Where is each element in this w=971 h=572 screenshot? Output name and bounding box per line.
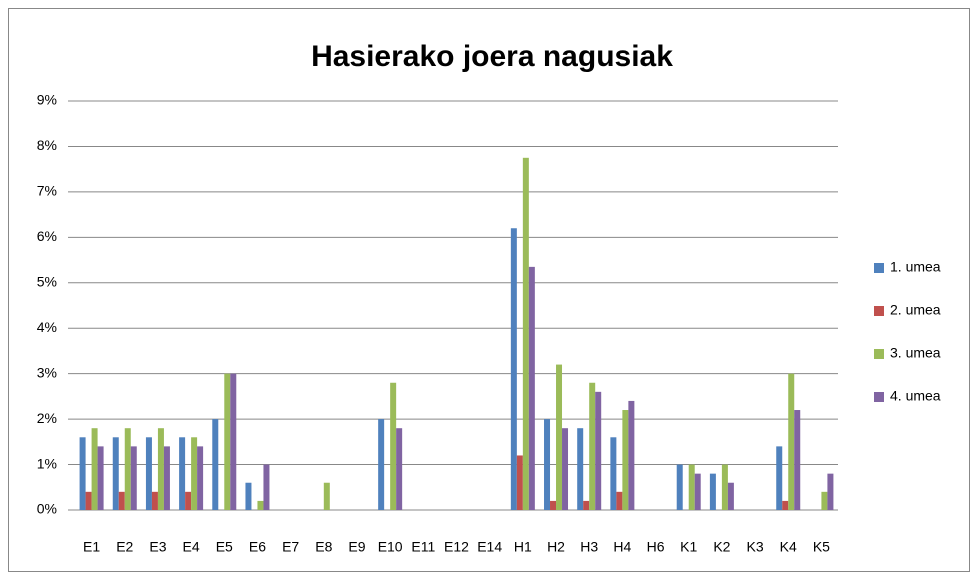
x-tick-label: E7 [282, 539, 299, 555]
bar [610, 437, 617, 510]
bar [528, 266, 535, 510]
bar [827, 473, 834, 510]
legend-swatch [874, 392, 884, 402]
y-tick-label: 2% [37, 410, 57, 426]
bar [390, 382, 397, 510]
bar [776, 446, 783, 510]
bar [230, 373, 237, 510]
legend-swatch [874, 306, 884, 316]
bar [622, 410, 629, 510]
x-tick-label: H6 [647, 539, 665, 555]
bar [124, 428, 131, 510]
bar [91, 428, 98, 510]
bar [151, 491, 158, 510]
bar [130, 446, 137, 510]
bar [263, 464, 270, 510]
bar [257, 500, 264, 510]
x-tick-label: E2 [116, 539, 133, 555]
x-tick-label: E6 [249, 539, 266, 555]
bar [694, 473, 701, 510]
y-tick-label: 9% [37, 92, 57, 108]
bar [522, 157, 529, 511]
bar [245, 482, 252, 510]
bar [788, 373, 795, 510]
bar [782, 500, 789, 510]
legend-label: 3. umea [890, 345, 941, 361]
x-tick-label: E9 [348, 539, 365, 555]
x-tick-label: H2 [547, 539, 565, 555]
x-tick-label: E8 [315, 539, 332, 555]
x-tick-label: H3 [580, 539, 598, 555]
y-tick-label: 3% [37, 364, 57, 380]
bar [544, 419, 551, 510]
legend-label: 1. umea [890, 259, 941, 275]
bar [583, 500, 590, 510]
bar [577, 428, 584, 510]
y-tick-label: 5% [37, 273, 57, 289]
bar [145, 437, 152, 510]
y-tick-label: 6% [37, 228, 57, 244]
bar [378, 419, 385, 510]
bar [688, 464, 695, 510]
x-tick-label: E1 [83, 539, 100, 555]
bar [721, 464, 728, 510]
x-tick-label: E12 [444, 539, 469, 555]
bar [396, 428, 403, 510]
bar [112, 437, 119, 510]
bar [510, 228, 517, 510]
bar [709, 473, 716, 510]
bar [562, 428, 569, 510]
chart-border [8, 8, 970, 572]
bar [616, 491, 623, 510]
bar [163, 446, 170, 510]
bar [79, 437, 86, 510]
bar [97, 446, 104, 510]
bar [323, 482, 330, 510]
x-tick-label: K4 [780, 539, 797, 555]
bar [212, 419, 219, 510]
y-tick-label: 0% [37, 501, 57, 517]
legend-swatch [874, 349, 884, 359]
y-tick-label: 4% [37, 319, 57, 335]
x-tick-label: H1 [514, 539, 532, 555]
x-tick-label: E5 [216, 539, 233, 555]
x-tick-label: E3 [149, 539, 166, 555]
y-tick-label: 1% [37, 455, 57, 471]
x-tick-label: K2 [713, 539, 730, 555]
bar [191, 437, 198, 510]
x-tick-label: K1 [680, 539, 697, 555]
x-tick-label: E14 [477, 539, 502, 555]
bar [556, 364, 563, 510]
x-tick-label: K5 [813, 539, 830, 555]
bar [821, 491, 828, 510]
bar [185, 491, 192, 510]
x-tick-label: E4 [183, 539, 200, 555]
y-tick-label: 8% [37, 137, 57, 153]
y-tick-label: 7% [37, 183, 57, 199]
bar [197, 446, 204, 510]
bar [179, 437, 186, 510]
x-tick-label: H4 [613, 539, 631, 555]
bar [516, 455, 523, 510]
bar [794, 410, 801, 510]
bar [628, 400, 635, 510]
bar [118, 491, 125, 510]
bar [85, 491, 92, 510]
x-tick-label: K3 [747, 539, 764, 555]
x-tick-label: E10 [378, 539, 403, 555]
bar [224, 373, 231, 510]
legend-label: 2. umea [890, 302, 941, 318]
chart-title: Hasierako joera nagusiak [311, 40, 673, 73]
bar [676, 464, 683, 510]
legend-label: 4. umea [890, 388, 941, 404]
x-tick-label: E11 [411, 539, 435, 555]
bar [157, 428, 164, 510]
bar [589, 382, 596, 510]
bar [727, 482, 734, 510]
bar [595, 391, 602, 510]
bar [550, 500, 557, 510]
legend-swatch [874, 263, 884, 273]
